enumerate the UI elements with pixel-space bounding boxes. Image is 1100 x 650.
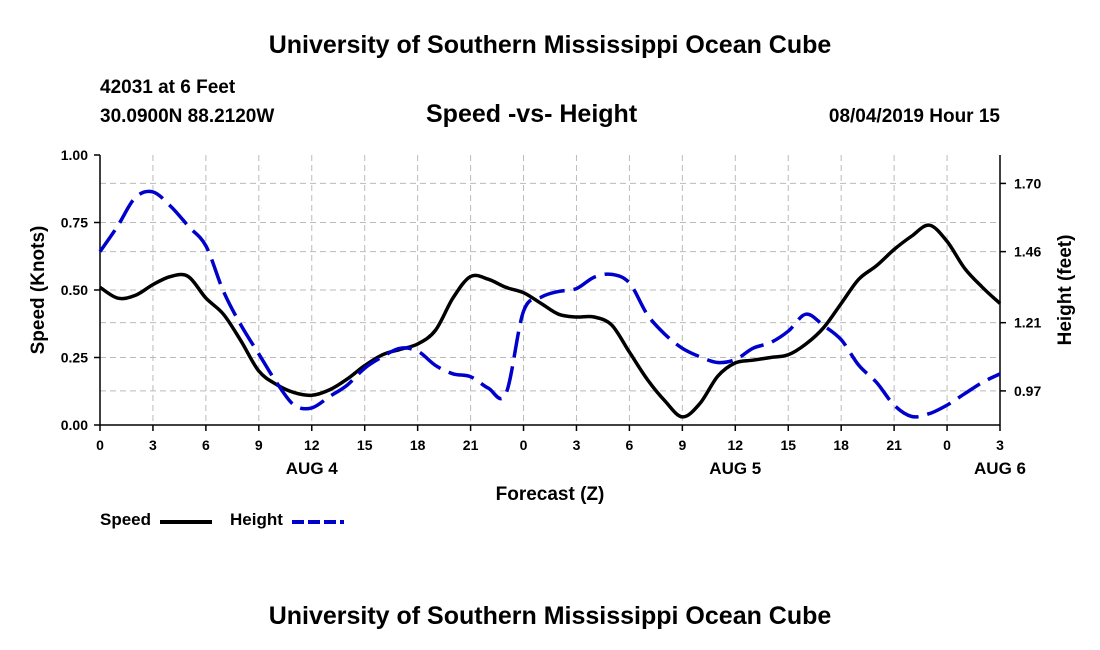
- x-tick-label: 21: [463, 437, 479, 453]
- footer-title: University of Southern Mississippi Ocean…: [268, 602, 832, 630]
- y-tick-label: 0.50: [61, 282, 88, 298]
- x-tick-label: 3: [996, 437, 1004, 453]
- series-line-height: [98, 189, 1001, 419]
- x-tick-label: 15: [357, 437, 373, 453]
- x-tick-label: 18: [833, 437, 849, 453]
- grid: [100, 155, 1000, 425]
- x-tick-label: 6: [202, 437, 210, 453]
- chart-subtitle: Speed -vs- Height: [426, 100, 638, 128]
- date-label: AUG 5: [709, 459, 761, 478]
- axes: 0.00 0.25 0.50 0.75 1.00 0.97 1.21 1.46 1.70 0 3 6 9…: [61, 147, 1042, 478]
- datetime-label: 08/04/2019 Hour 15: [828, 106, 1000, 127]
- x-tick-label: 21: [886, 437, 902, 453]
- x-tick-label: 3: [573, 437, 581, 453]
- x-tick-label: 12: [728, 437, 744, 453]
- series-layer: [98, 189, 1002, 419]
- y-tick-label: 1.00: [61, 147, 88, 163]
- y-tick-label: 0.00: [61, 417, 88, 433]
- x-tick-label: 6: [626, 437, 634, 453]
- y2-axis-label: Height (feet): [1055, 235, 1076, 346]
- speed-height-chart: 0.00 0.25 0.50 0.75 1.00 0.97 1.21 1.46 1.70 0 3 6 9…: [28, 147, 1076, 505]
- legend-speed-swatch: [160, 520, 212, 524]
- legend-speed-label: Speed: [100, 510, 152, 529]
- y2-tick-label: 0.97: [1014, 383, 1041, 399]
- x-tick-label: 0: [943, 437, 951, 453]
- y-axis-label: Speed (Knots): [28, 226, 49, 355]
- coordinates-label: 30.0900N 88.2120W: [100, 106, 275, 127]
- legend-height-label: Height: [230, 510, 283, 529]
- y2-tick-label: 1.70: [1014, 175, 1041, 191]
- y2-tick-label: 1.46: [1014, 244, 1041, 260]
- y-tick-label: 0.25: [61, 350, 88, 366]
- x-tick-label: 18: [410, 437, 426, 453]
- x-tick-label: 12: [304, 437, 320, 453]
- x-tick-label: 9: [678, 437, 686, 453]
- station-label: 42031 at 6 Feet: [100, 77, 236, 98]
- x-tick-label: 0: [96, 437, 104, 453]
- series-line-speed: [99, 223, 1002, 419]
- page-title: University of Southern Mississippi Ocean…: [268, 31, 832, 59]
- legend-height-swatch: [292, 520, 344, 524]
- x-tick-label: 3: [149, 437, 157, 453]
- x-tick-label: 9: [255, 437, 263, 453]
- date-label: AUG 4: [286, 459, 339, 478]
- x-tick-label: 0: [520, 437, 528, 453]
- date-label: AUG 6: [974, 459, 1026, 478]
- x-axis-label: Forecast (Z): [496, 484, 605, 505]
- x-tick-label: 15: [780, 437, 796, 453]
- y-tick-label: 0.75: [61, 215, 88, 231]
- y2-tick-label: 1.21: [1014, 315, 1041, 331]
